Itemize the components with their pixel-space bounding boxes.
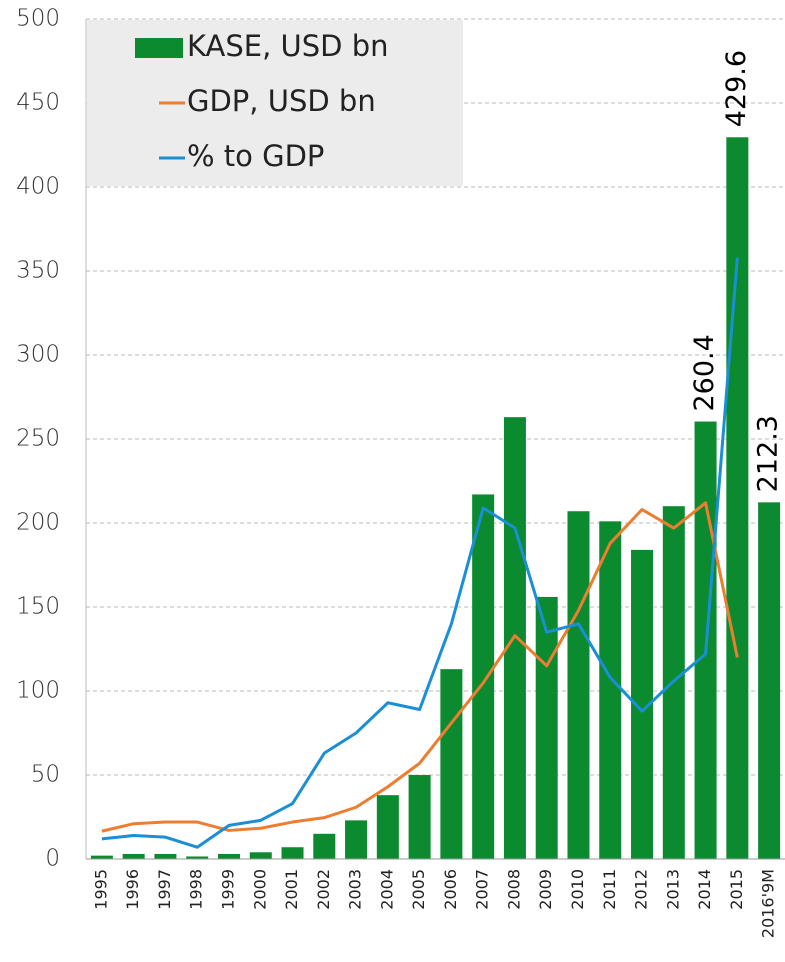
legend-label: % to GDP [187, 139, 324, 173]
y-tick-label: 100 [16, 678, 60, 704]
y-tick-label: 200 [16, 510, 60, 536]
value-label: 260.4 [689, 334, 720, 411]
bar [408, 775, 431, 859]
x-tick-label: 2013 [663, 869, 682, 910]
value-label: 429.6 [721, 50, 752, 127]
legend-swatch [135, 38, 183, 58]
value-label: 212.3 [753, 415, 784, 492]
x-tick-label: 1995 [91, 869, 110, 910]
x-tick-label: 2016'9M [759, 869, 778, 938]
bar [631, 549, 654, 859]
bar [122, 853, 145, 859]
bar [217, 853, 240, 859]
y-tick-label: 250 [16, 426, 60, 452]
y-tick-label: 300 [16, 342, 60, 368]
x-tick-label: 2002 [314, 869, 333, 910]
x-tick-label: 2009 [536, 869, 555, 910]
bar [758, 502, 781, 859]
x-tick-label: 2000 [250, 869, 269, 910]
x-tick-label: 2015 [727, 869, 746, 910]
x-tick-label: 2011 [600, 869, 619, 910]
bar [281, 847, 304, 859]
bar [345, 820, 368, 859]
x-tick-label: 2012 [632, 869, 651, 910]
bar [535, 596, 558, 859]
x-tick-label: 2014 [695, 869, 714, 910]
x-tick-label: 2006 [441, 869, 460, 910]
x-tick-label: 2005 [409, 869, 428, 910]
y-tick-label: 500 [16, 6, 60, 32]
y-tick-label: 0 [45, 846, 60, 872]
x-tick-label: 1997 [155, 869, 174, 910]
x-tick-label: 1996 [123, 869, 142, 910]
y-tick-label: 350 [16, 258, 60, 284]
bar [249, 852, 272, 859]
bar [154, 853, 177, 859]
line [101, 501, 739, 833]
bar [186, 856, 209, 859]
bar [567, 511, 590, 859]
y-tick-label: 50 [31, 762, 60, 788]
bar [440, 669, 463, 859]
y-tick-label: 400 [16, 174, 60, 200]
bar [472, 494, 495, 859]
bar [726, 137, 749, 860]
x-tick-label: 1998 [187, 869, 206, 910]
x-tick-label: 2003 [346, 869, 365, 910]
x-tick-label: 2008 [504, 869, 523, 910]
bar [90, 855, 113, 859]
y-tick-label: 150 [16, 594, 60, 620]
x-tick-label: 2001 [282, 869, 301, 910]
x-tick-label: 2010 [568, 869, 587, 910]
y-tick-label: 450 [16, 90, 60, 116]
bar [599, 521, 622, 859]
bar [313, 833, 336, 859]
line [101, 257, 739, 849]
x-tick-label: 2007 [473, 869, 492, 910]
x-tick-label: 2004 [377, 869, 396, 910]
x-tick-label: 1999 [218, 869, 237, 910]
legend-label: KASE, USD bn [187, 29, 389, 63]
legend-label: GDP, USD bn [187, 84, 376, 118]
bar [376, 795, 399, 859]
